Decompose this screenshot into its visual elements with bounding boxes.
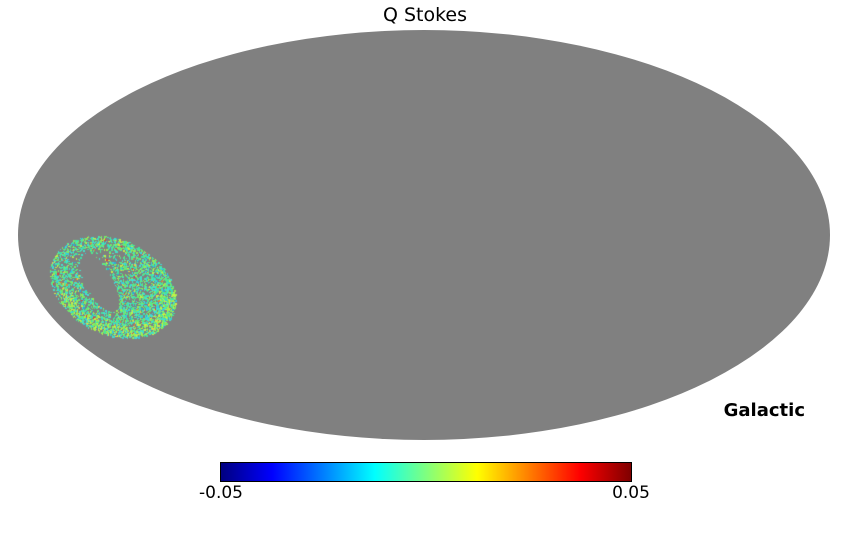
colorbar-gradient — [220, 462, 632, 482]
figure-title: Q Stokes — [382, 4, 468, 26]
colorbar-min-label: -0.05 — [199, 483, 243, 503]
sky-map-ellipse — [18, 30, 830, 440]
colorbar-max-label: 0.05 — [612, 483, 650, 503]
coordinate-system-label: Galactic — [723, 400, 805, 421]
